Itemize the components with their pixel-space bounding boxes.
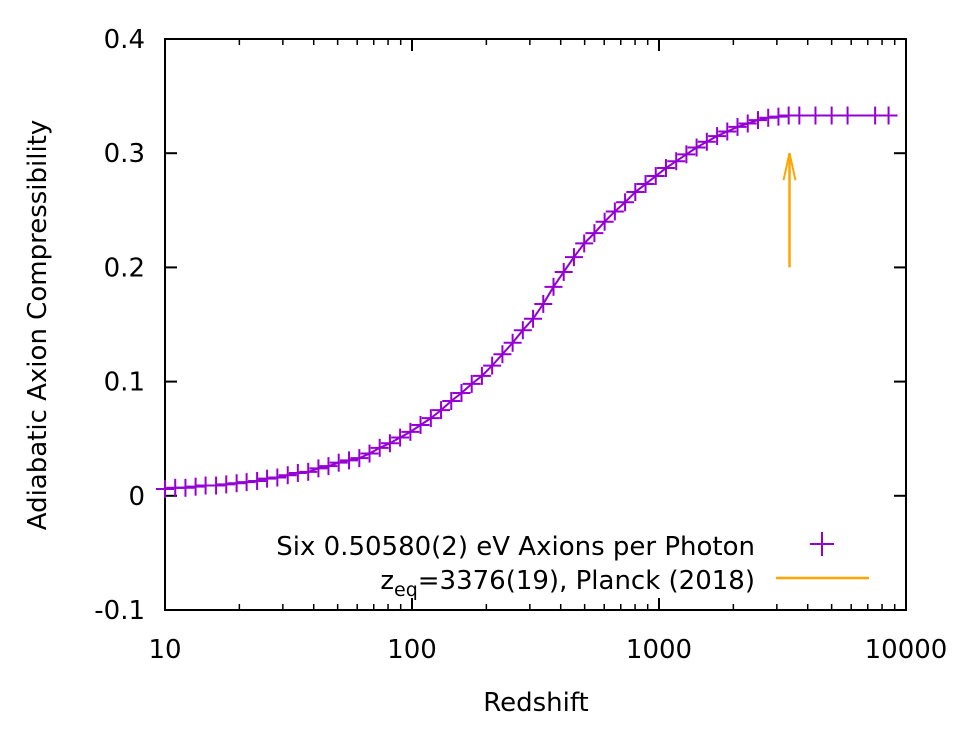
x-axis-label: Redshift — [483, 688, 589, 718]
data-point-plus — [697, 132, 716, 151]
data-point-plus — [156, 479, 174, 498]
data-point-plus — [217, 475, 236, 494]
arrow-head — [782, 152, 797, 181]
data-point-plus — [370, 438, 389, 457]
data-point-plus — [462, 374, 481, 393]
data-point-plus — [503, 333, 522, 352]
y-tick-label: -0.1 — [94, 596, 145, 626]
data-point-plus — [411, 415, 430, 434]
data-point-plus — [667, 152, 686, 171]
data-point-plus — [401, 422, 420, 441]
y-tick-label: 0.4 — [104, 25, 145, 55]
data-point-plus — [248, 471, 267, 490]
data-point-plus — [493, 345, 512, 364]
data-point-plus — [838, 106, 857, 125]
data-point-plus — [442, 392, 461, 411]
data-point-plus — [360, 444, 379, 463]
data-point-plus — [616, 193, 635, 212]
zeq-arrow — [782, 152, 797, 268]
data-point-plus — [687, 138, 706, 157]
legend-marker-plus — [810, 532, 834, 556]
data-point-plus — [769, 107, 788, 126]
data-point-plus — [822, 106, 841, 125]
series-axions — [156, 106, 898, 498]
y-tick-label: 0.3 — [104, 139, 145, 169]
y-tick-label: 0 — [128, 482, 145, 512]
data-point-plus — [176, 478, 195, 497]
data-point-plus — [759, 108, 778, 127]
x-tick-label: 100 — [387, 635, 437, 665]
y-tick-label: 0.1 — [104, 368, 145, 398]
data-point-plus — [513, 321, 532, 340]
data-point-plus — [278, 466, 297, 485]
data-point-plus — [738, 114, 757, 133]
data-point-plus — [677, 145, 696, 164]
data-point-plus — [350, 449, 369, 468]
series-line — [164, 114, 889, 490]
data-point-plus — [472, 366, 491, 385]
data-point-plus — [237, 473, 256, 492]
data-point-plus — [227, 474, 246, 493]
axes — [164, 38, 907, 611]
data-point-plus — [258, 469, 277, 488]
data-point-plus — [554, 262, 573, 281]
data-point-plus — [207, 476, 226, 495]
y-tick-label: 0.2 — [104, 253, 145, 283]
data-point-plus — [656, 159, 675, 178]
data-point-plus — [329, 453, 348, 472]
data-point-plus — [806, 106, 825, 125]
data-point-plus — [534, 294, 553, 313]
tick-labels: -0.1 0 0.1 0.2 0.3 0.4 10 100 1000 10000 — [94, 25, 947, 665]
data-point-plus — [605, 202, 624, 221]
legend-label-axions: Six 0.50580(2) eV Axions per Photon — [276, 532, 755, 562]
data-point-plus — [879, 106, 898, 125]
data-point-plus — [432, 401, 451, 420]
data-point-plus — [636, 175, 655, 194]
data-point-plus — [626, 183, 645, 202]
data-point-plus — [585, 224, 604, 243]
data-point-plus — [646, 167, 665, 186]
plot-border — [164, 38, 907, 611]
data-point-plus — [268, 468, 287, 487]
data-point-plus — [595, 212, 614, 231]
data-point-plus — [319, 457, 338, 476]
data-point-plus — [288, 463, 307, 482]
x-tick-label: 10000 — [865, 635, 948, 665]
y-axis-label: Adiabatic Axion Compressibility — [23, 120, 53, 531]
data-point-plus — [421, 409, 440, 428]
data-point-plus — [186, 477, 205, 496]
data-point-plus — [299, 462, 318, 481]
data-point-plus — [544, 277, 563, 296]
data-point-plus — [340, 451, 359, 470]
data-point-plus — [748, 111, 767, 130]
legend: Six 0.50580(2) eV Axions per Photon zeq=… — [276, 532, 869, 601]
data-point-plus — [728, 117, 747, 136]
x-tick-label: 10 — [148, 635, 181, 665]
x-tick-label: 1000 — [626, 635, 692, 665]
data-point-plus — [524, 309, 543, 328]
data-point-plus — [452, 384, 471, 403]
data-point-plus — [718, 122, 737, 141]
data-point-plus — [790, 106, 809, 125]
data-point-plus — [575, 234, 594, 253]
data-point-plus — [483, 356, 502, 375]
data-point-plus — [380, 434, 399, 453]
data-point-plus — [309, 459, 328, 478]
data-point-plus — [391, 428, 410, 447]
data-point-plus — [708, 127, 727, 146]
legend-label-zeq: zeq=3376(19), Planck (2018) — [380, 566, 755, 601]
data-point-plus — [564, 248, 583, 267]
